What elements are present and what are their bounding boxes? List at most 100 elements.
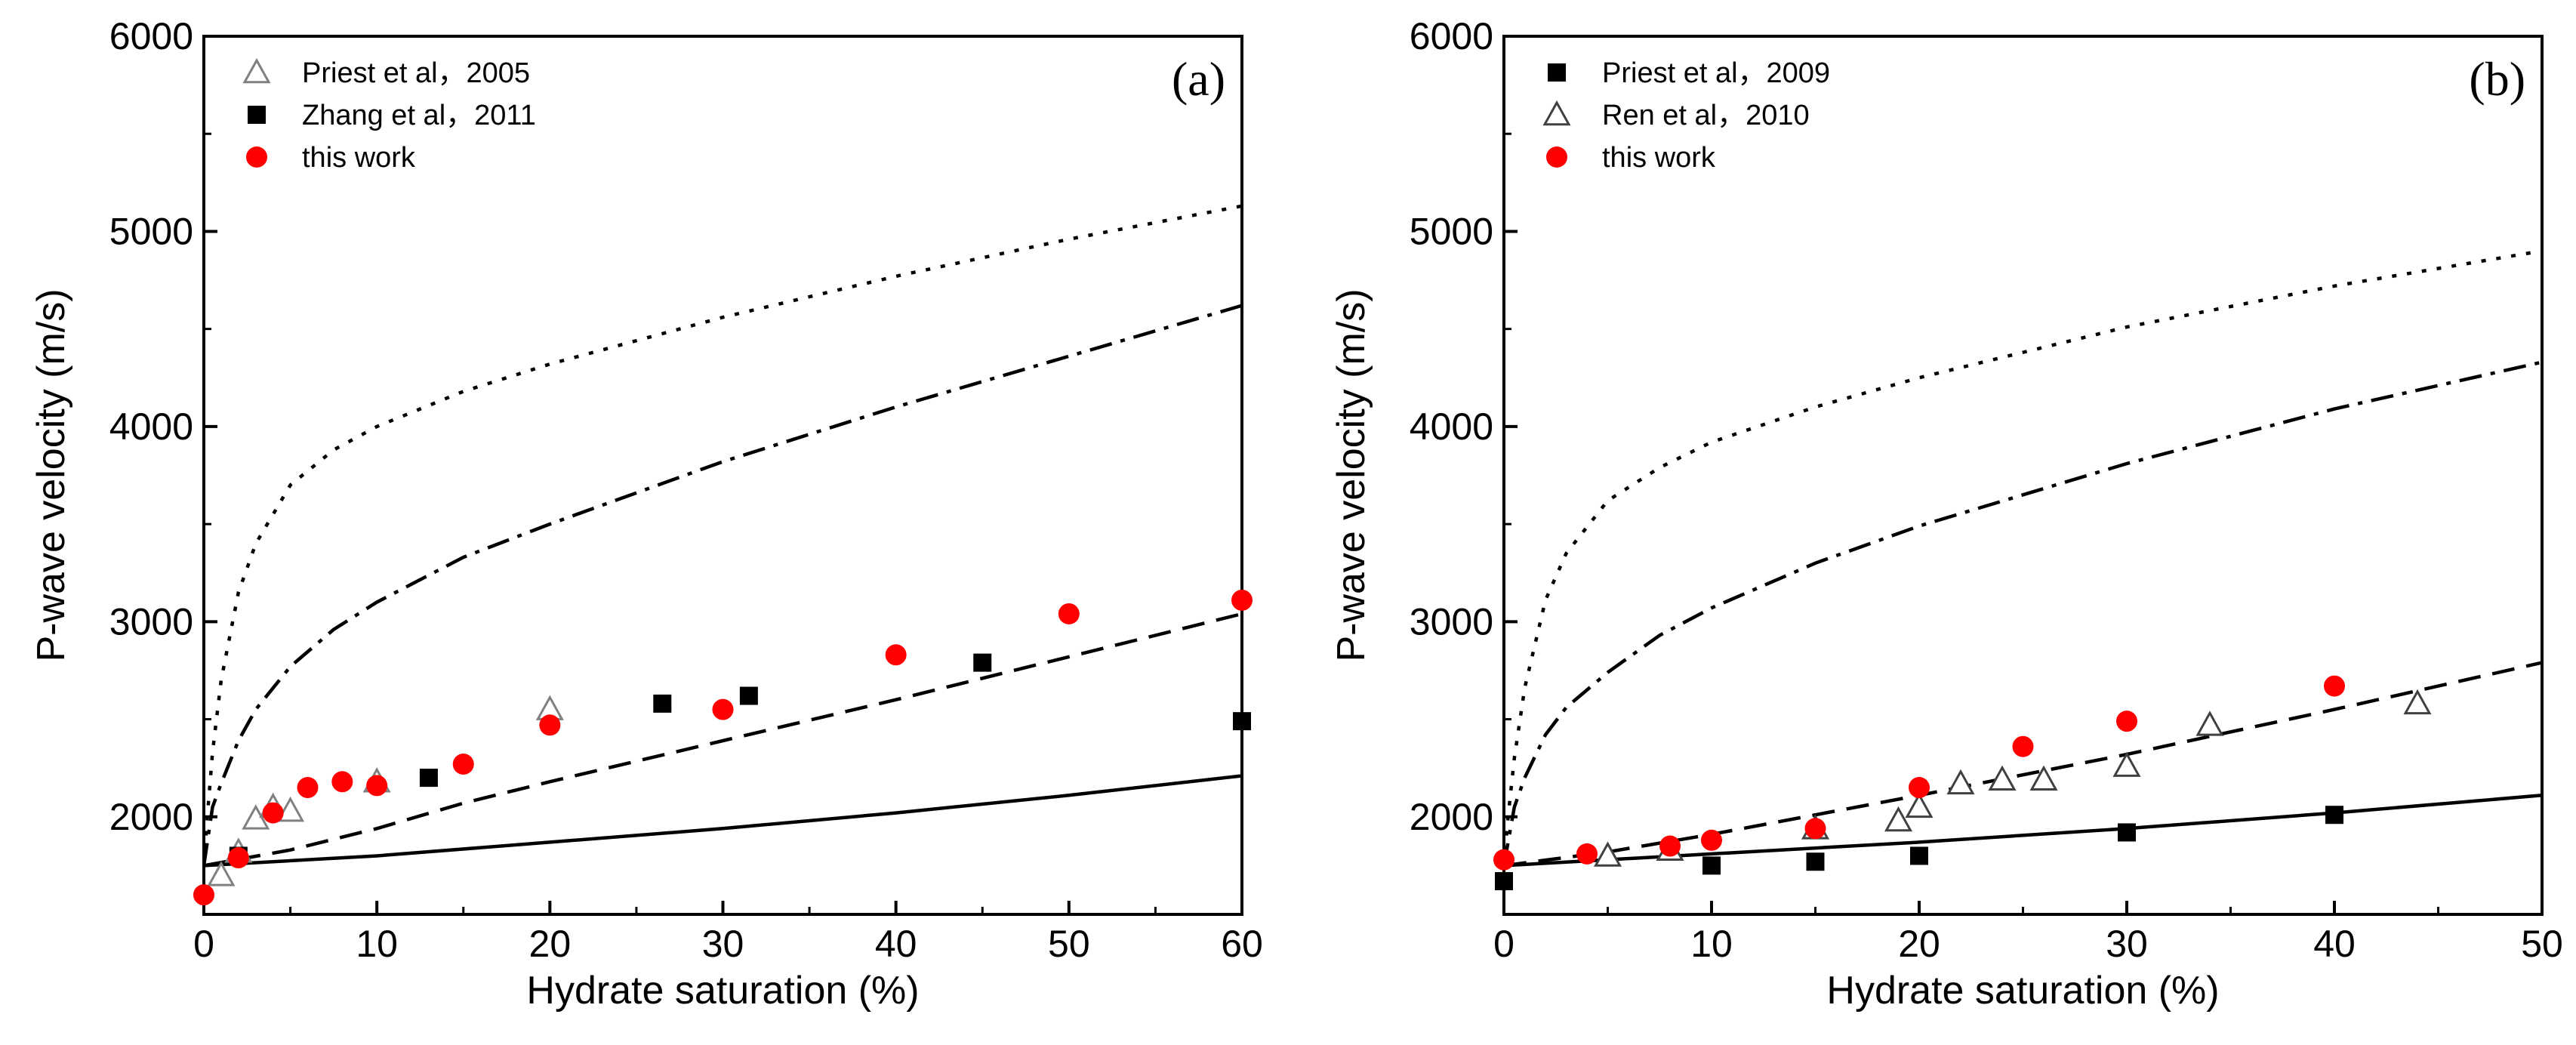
x-tick-label: 60 (1221, 923, 1263, 965)
y-tick-label: 5000 (1410, 210, 1493, 252)
x-tick-label: 20 (1898, 923, 1940, 965)
y-axis-label: P-wave velocity (m/s) (1330, 288, 1373, 661)
y-tick-label: 4000 (109, 405, 193, 448)
data-point (262, 802, 284, 824)
legend-marker (1546, 146, 1567, 168)
y-tick-label: 4000 (1410, 405, 1493, 448)
x-tick-label: 40 (875, 923, 917, 965)
data-point (452, 753, 474, 775)
y-tick-label: 2000 (109, 796, 193, 838)
data-point (1910, 846, 1928, 865)
data-point (276, 796, 305, 822)
data-point (1988, 765, 2017, 791)
data-point (539, 714, 561, 736)
data-point (331, 771, 353, 793)
panel-label: (a) (1172, 52, 1225, 106)
data-point (1804, 818, 1826, 840)
model-curve-dashed (204, 612, 1242, 868)
data-point (2195, 711, 2224, 736)
data-point (1233, 712, 1251, 731)
panel-label: (b) (2469, 52, 2525, 106)
data-point (207, 861, 236, 886)
data-point (1806, 852, 1825, 871)
model-curve-dash-dot (204, 304, 1242, 866)
data-point (653, 694, 672, 713)
y-tick-label: 3000 (1410, 600, 1493, 643)
data-point (227, 847, 249, 869)
legend-entry: this work (1602, 142, 1716, 174)
x-tick-label: 10 (1690, 923, 1733, 965)
series-2 (193, 589, 1253, 906)
series-0 (1495, 806, 2343, 891)
legend-entry: this work (302, 142, 416, 174)
model-curve-dash-dot (1504, 360, 2542, 866)
data-point (1593, 841, 1622, 867)
x-tick-label: 10 (356, 923, 398, 965)
legend-marker (1542, 100, 1571, 126)
data-point (2118, 823, 2136, 842)
series-1 (229, 653, 1251, 865)
data-point (1909, 777, 1930, 799)
data-point (2403, 689, 2432, 715)
legend-marker (246, 146, 267, 168)
data-point (1884, 806, 1913, 832)
data-point (885, 644, 907, 666)
x-tick-label: 50 (1048, 923, 1090, 965)
data-point (2112, 751, 2141, 777)
data-point (2116, 711, 2137, 732)
legend: Priest et al，2009 Ren et al，2010 this work (1542, 57, 1830, 174)
x-tick-label: 50 (2521, 923, 2563, 965)
data-point (973, 653, 992, 672)
data-point (1231, 589, 1253, 611)
data-point (2029, 765, 2058, 791)
data-point (366, 775, 388, 797)
model-curves (204, 204, 1242, 868)
legend-marker (1548, 63, 1566, 82)
model-curves (1504, 249, 2542, 868)
model-curve-dashed (1504, 661, 2542, 868)
data-point (1659, 835, 1681, 857)
data-point (1905, 792, 1934, 818)
data-point (1702, 856, 1721, 875)
x-tick-label: 40 (2313, 923, 2356, 965)
data-point (1576, 843, 1598, 865)
x-axis-label: Hydrate saturation (%) (526, 969, 919, 1013)
legend-marker (242, 57, 271, 84)
x-tick-label: 30 (2106, 923, 2148, 965)
legend-entry: Priest et al，2009 (1602, 57, 1830, 89)
data-point (297, 777, 319, 799)
y-tick-label: 2000 (1410, 796, 1493, 838)
data-point (2324, 675, 2345, 697)
x-tick-label: 0 (1493, 923, 1514, 965)
data-point (1493, 849, 1514, 871)
data-point (193, 884, 214, 906)
panel-b: 0 10 20 30 40 50 2000 3000 4000 5000 6000 Hydrate s… (1330, 15, 2563, 1013)
data-point (2325, 806, 2343, 825)
data-point (2012, 735, 2034, 757)
y-axis-label: P-wave velocity (m/s) (29, 288, 73, 661)
x-tick-label: 30 (702, 923, 744, 965)
data-point (739, 686, 758, 705)
data-point (1495, 872, 1513, 891)
panel-a: 0 10 20 30 40 50 60 2000 3000 4000 5000 6000 Hydrate… (29, 15, 1263, 1013)
data-point (419, 769, 438, 788)
x-tick-label: 0 (193, 923, 214, 965)
legend-entry: Ren et al，2010 (1602, 100, 1810, 131)
model-curve-dotted (204, 204, 1242, 866)
legend: Priest et al，2005 Zhang et al，2011 this wo… (242, 57, 536, 174)
y-tick-label: 5000 (109, 210, 193, 252)
data-point (712, 698, 734, 720)
x-tick-label: 20 (529, 923, 572, 965)
series-2 (1493, 675, 2345, 871)
x-axis-label: Hydrate saturation (%) (1826, 969, 2219, 1013)
data-point (1946, 769, 1975, 795)
y-tick-label: 6000 (1410, 15, 1493, 57)
legend-entry: Zhang et al，2011 (302, 100, 536, 131)
y-tick-label: 6000 (109, 15, 193, 57)
model-curve-solid (204, 774, 1242, 868)
data-point (1058, 603, 1080, 624)
legend-marker (248, 106, 266, 124)
legend-entry: Priest et al，2005 (302, 57, 530, 89)
y-tick-label: 3000 (109, 600, 193, 643)
